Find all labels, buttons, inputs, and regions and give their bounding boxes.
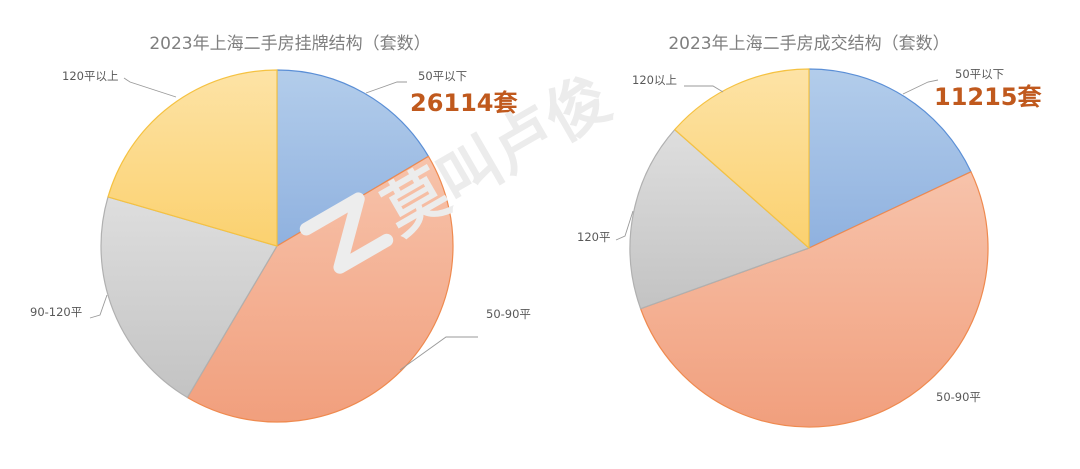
highlight-value-transaction: 11215套 — [934, 83, 1042, 111]
listing-structure-pie-chart: 2023年上海二手房挂牌结构（套数） 50平以下 26114套 50-90平 9… — [30, 34, 531, 423]
leader-line-90-120 — [89, 294, 108, 319]
leader-line-50-below — [902, 79, 939, 95]
slice-label-120-above: 120平以上 — [62, 69, 118, 83]
slice-label-50-below: 50平以下 — [955, 67, 1004, 81]
pie-slice-50-90 — [639, 171, 989, 428]
pie-slice-120 — [629, 129, 810, 310]
chart-title: 2023年上海二手房成交结构（套数） — [668, 34, 949, 54]
pie-slice-50-below — [808, 68, 972, 249]
slice-label-50-90: 50-90平 — [486, 307, 531, 321]
slice-label-120-above: 120以上 — [632, 73, 677, 87]
leader-line-50-below — [365, 81, 407, 94]
leader-line-50-90 — [399, 336, 478, 371]
pie-slice-120-above — [107, 69, 278, 247]
pie-slice-90-120 — [100, 196, 278, 399]
slice-label-50-below: 50平以下 — [418, 69, 467, 83]
pie-slice-50-90 — [186, 155, 454, 423]
pie-slice-50-below — [276, 69, 430, 247]
slice-label-120: 120平 — [577, 230, 610, 244]
chart-title: 2023年上海二手房挂牌结构（套数） — [149, 34, 430, 54]
pie-slice-120-above — [674, 68, 810, 249]
leader-line-120-above — [123, 77, 177, 98]
transaction-structure-pie-chart: 2023年上海二手房成交结构（套数） 50平以下 11215套 50-90平 1… — [577, 34, 1042, 428]
slice-label-50-90: 50-90平 — [936, 390, 981, 404]
slice-label-90-120: 90-120平 — [30, 305, 82, 319]
leader-line-120 — [615, 210, 634, 241]
leader-line-120-above — [684, 85, 724, 93]
highlight-value-listing: 26114套 — [410, 89, 518, 117]
watermark-logo-icon — [299, 192, 394, 274]
